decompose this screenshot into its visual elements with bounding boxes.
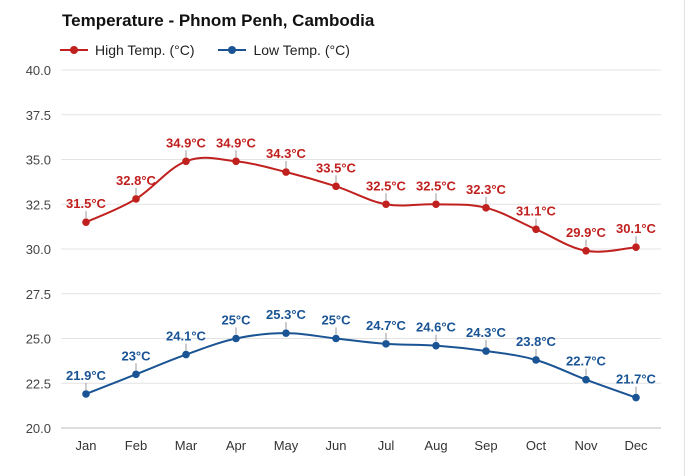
x-tick-label: Jan <box>76 438 97 453</box>
data-label: 25.3°C <box>266 307 307 322</box>
data-point <box>332 334 340 343</box>
x-tick-label: Aug <box>424 438 447 453</box>
x-tick-label: Sep <box>474 438 497 453</box>
data-label: 23.8°C <box>516 334 557 349</box>
data-point <box>632 393 640 402</box>
x-tick-label: Mar <box>175 438 198 453</box>
data-point <box>332 182 340 191</box>
data-point <box>532 225 540 234</box>
data-label: 32.5°C <box>366 178 407 193</box>
y-tick-label: 27.5 <box>26 287 51 302</box>
data-point <box>282 168 290 176</box>
legend-swatch-high <box>60 44 88 56</box>
data-label: 22.7°C <box>566 354 607 369</box>
data-label: 31.1°C <box>516 203 557 218</box>
y-tick-label: 22.5 <box>26 376 51 391</box>
x-tick-label: May <box>274 438 299 453</box>
series-line-low <box>85 332 637 399</box>
legend-item-low[interactable]: Low Temp. (°C) <box>218 42 350 58</box>
data-point <box>382 340 390 348</box>
y-tick-label: 25.0 <box>26 332 51 347</box>
data-point <box>532 356 540 364</box>
y-tick-label: 32.5 <box>26 197 51 212</box>
data-label: 32.8°C <box>116 173 157 188</box>
data-label: 31.5°C <box>66 196 107 211</box>
data-label: 34.3°C <box>266 146 307 161</box>
data-label: 34.9°C <box>216 135 257 150</box>
data-point <box>582 375 590 384</box>
data-label: 34.9°C <box>166 135 207 150</box>
legend-swatch-low <box>218 44 247 56</box>
chart-title: Temperature - Phnom Penh, Cambodia <box>62 11 375 30</box>
data-label: 24.3°C <box>466 325 507 340</box>
data-point <box>582 246 590 255</box>
data-point <box>432 200 440 209</box>
data-label: 29.9°C <box>566 225 607 240</box>
data-label: 33.5°C <box>316 160 357 175</box>
data-point <box>232 157 240 166</box>
data-point <box>632 243 640 252</box>
legend-label-high: High Temp. (°C) <box>95 42 195 58</box>
y-tick-label: 20.0 <box>26 421 51 436</box>
legend-item-high[interactable]: High Temp. (°C) <box>60 42 194 58</box>
y-tick-label: 30.0 <box>26 242 51 257</box>
data-point <box>82 390 90 398</box>
x-tick-label: Dec <box>624 438 648 453</box>
data-label: 32.5°C <box>416 178 457 193</box>
data-point <box>482 204 490 212</box>
data-point <box>482 347 490 355</box>
data-point <box>382 200 390 209</box>
data-point <box>82 218 90 226</box>
data-label: 32.3°C <box>466 182 507 197</box>
y-tick-label: 37.5 <box>26 108 51 123</box>
x-tick-label: Jul <box>378 438 395 453</box>
data-label: 25°C <box>221 313 251 328</box>
legend-label-low: Low Temp. (°C) <box>253 42 350 58</box>
data-point <box>132 195 140 203</box>
data-point <box>182 350 190 359</box>
chart-legend: High Temp. (°C) Low Temp. (°C) <box>60 41 374 59</box>
data-label: 23°C <box>121 348 151 363</box>
y-tick-label: 35.0 <box>26 153 51 168</box>
data-label: 24.1°C <box>166 329 207 344</box>
data-point <box>182 157 190 166</box>
x-tick-label: Oct <box>526 438 547 453</box>
data-point <box>132 370 140 379</box>
x-tick-label: Apr <box>226 438 247 453</box>
data-label: 30.1°C <box>616 221 657 236</box>
data-label: 24.6°C <box>416 320 457 335</box>
data-label: 21.7°C <box>616 372 657 387</box>
data-label: 21.9°C <box>66 368 107 383</box>
data-point <box>232 334 240 343</box>
data-point <box>282 329 290 337</box>
x-tick-label: Jun <box>326 438 347 453</box>
data-point <box>432 341 440 350</box>
x-tick-label: Feb <box>125 438 147 453</box>
x-tick-label: Nov <box>574 438 598 453</box>
data-label: 24.7°C <box>366 318 407 333</box>
y-tick-label: 40.0 <box>26 63 51 78</box>
data-label: 25°C <box>321 313 351 328</box>
